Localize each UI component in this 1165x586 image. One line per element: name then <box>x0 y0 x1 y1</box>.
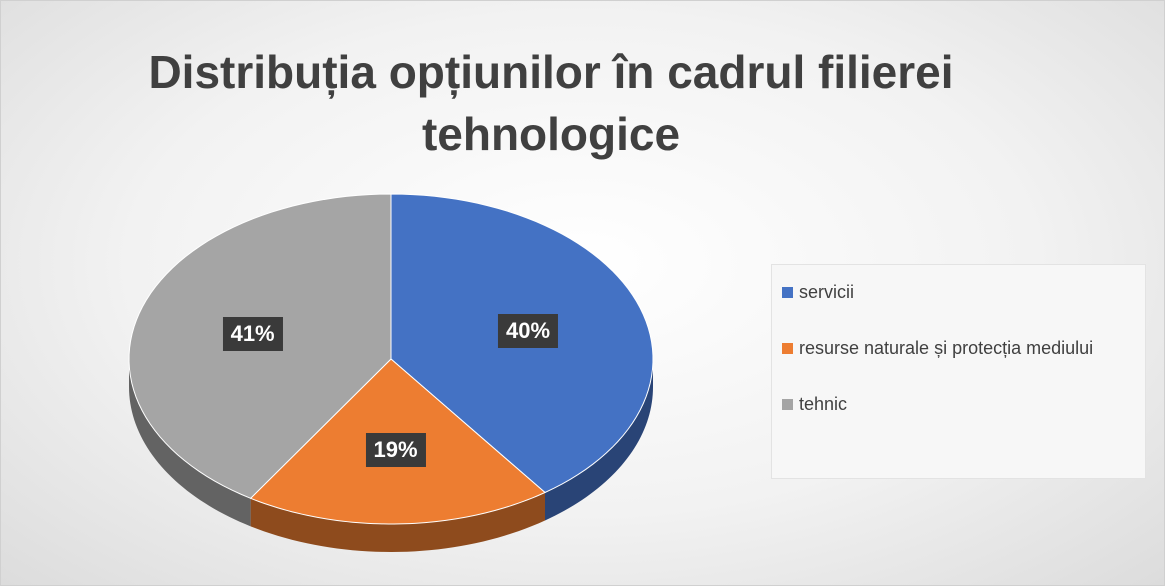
legend-swatch <box>782 287 793 298</box>
slice-side <box>250 492 545 552</box>
legend: servicii resurse naturale și protecția me… <box>771 264 1146 479</box>
legend-item: servicii <box>782 279 1135 305</box>
slice-side <box>544 359 653 521</box>
legend-swatch <box>782 399 793 410</box>
data-label: 40% <box>498 313 559 348</box>
legend-item: resurse naturale și protecția mediului <box>782 335 1135 361</box>
data-label: 41% <box>222 316 283 351</box>
legend-item: tehnic <box>782 391 1135 417</box>
legend-swatch <box>782 343 793 354</box>
legend-label: servicii <box>799 282 855 302</box>
legend-label: tehnic <box>799 394 848 414</box>
data-label: 19% <box>365 432 426 467</box>
chart-title: Distribuția opțiunilor în cadrul filiere… <box>148 46 954 160</box>
legend-label: resurse naturale și protecția mediului <box>799 338 1094 358</box>
